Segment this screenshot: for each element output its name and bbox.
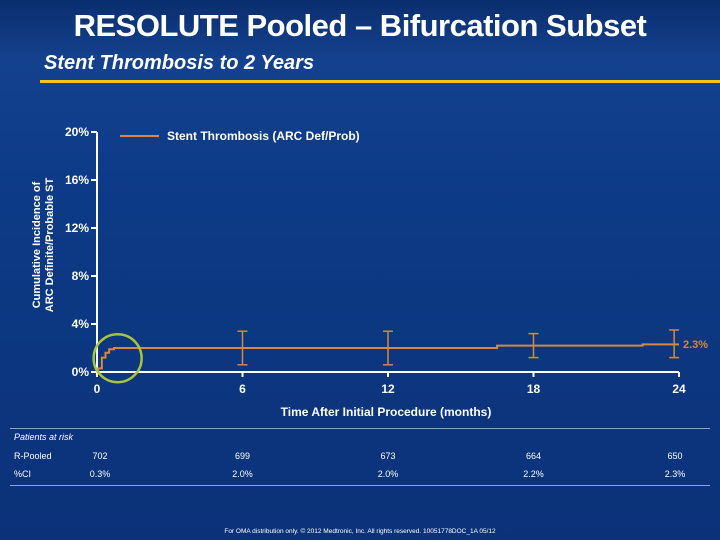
risk-row-label: %CI: [14, 469, 32, 479]
slide-title: RESOLUTE Pooled – Bifurcation Subset: [73, 8, 647, 43]
y-axis: 0% 4% 8% 12% 16% 20%: [65, 125, 98, 379]
risk-row-ci: %CI 0.3% 2.0% 2.0% 2.2% 2.3%: [10, 469, 710, 483]
x-tick-label: 12: [381, 382, 395, 396]
risk-row-pooled: R-Pooled 702 699 673 664 650: [10, 451, 710, 465]
y-tick-label: 20%: [65, 125, 89, 139]
y-tick-label: 4%: [72, 317, 90, 331]
risk-cell: 673: [380, 451, 396, 461]
footer-copyright: For OMA distribution only. © 2012 Medtro…: [224, 528, 496, 535]
x-axis: 0 6 12 18 24: [94, 371, 686, 396]
x-tick-label: 18: [527, 382, 541, 396]
risk-cell: 650: [667, 451, 683, 461]
risk-table-title: Patients at risk: [14, 432, 74, 442]
legend-label: Stent Thrombosis (ARC Def/Prob): [167, 129, 360, 143]
legend: Stent Thrombosis (ARC Def/Prob): [120, 129, 360, 143]
risk-cell: 702: [92, 451, 108, 461]
error-bar: [383, 330, 393, 366]
y-tick-label: 12%: [65, 221, 89, 235]
risk-row-label: R-Pooled: [14, 451, 52, 461]
risk-cell: 0.3%: [89, 469, 111, 479]
stent-thrombosis-chart: 0% 4% 8% 12% 16% 20% 0 6 12 18 24 Stent Thrombosi…: [31, 125, 709, 419]
early-period-highlight-circle: [92, 332, 143, 384]
risk-cell: 2.0%: [377, 469, 399, 479]
y-tick-label: 8%: [72, 269, 90, 283]
series-line: [97, 343, 679, 373]
series-group: [92, 329, 680, 384]
slide-subtitle: Stent Thrombosis to 2 Years: [44, 52, 315, 74]
x-tick-label: 24: [672, 382, 686, 396]
risk-cell: 664: [525, 451, 542, 461]
y-axis-label-line2: ARC Definite/Probable ST: [44, 177, 56, 312]
y-tick-label: 0%: [72, 365, 90, 379]
risk-cell: 699: [234, 451, 251, 461]
error-bar: [237, 330, 248, 366]
patients-at-risk-table: Patients at risk R-Pooled 702 699 673 664 65…: [10, 428, 710, 486]
error-bar: [669, 329, 680, 359]
x-axis-label: Time After Initial Procedure (months): [281, 405, 492, 419]
y-tick-label: 16%: [65, 173, 89, 187]
risk-cell: 2.3%: [664, 469, 686, 479]
end-value-label: 2.3%: [683, 339, 708, 351]
y-axis-label-line1: Cumulative Incidence of: [31, 181, 43, 308]
title-rule: [40, 80, 720, 83]
risk-cell: 2.2%: [523, 469, 544, 479]
error-bar: [528, 332, 539, 359]
x-tick-label: 6: [239, 382, 246, 396]
risk-cell: 2.0%: [232, 469, 253, 479]
x-tick-label: 0: [94, 382, 101, 396]
